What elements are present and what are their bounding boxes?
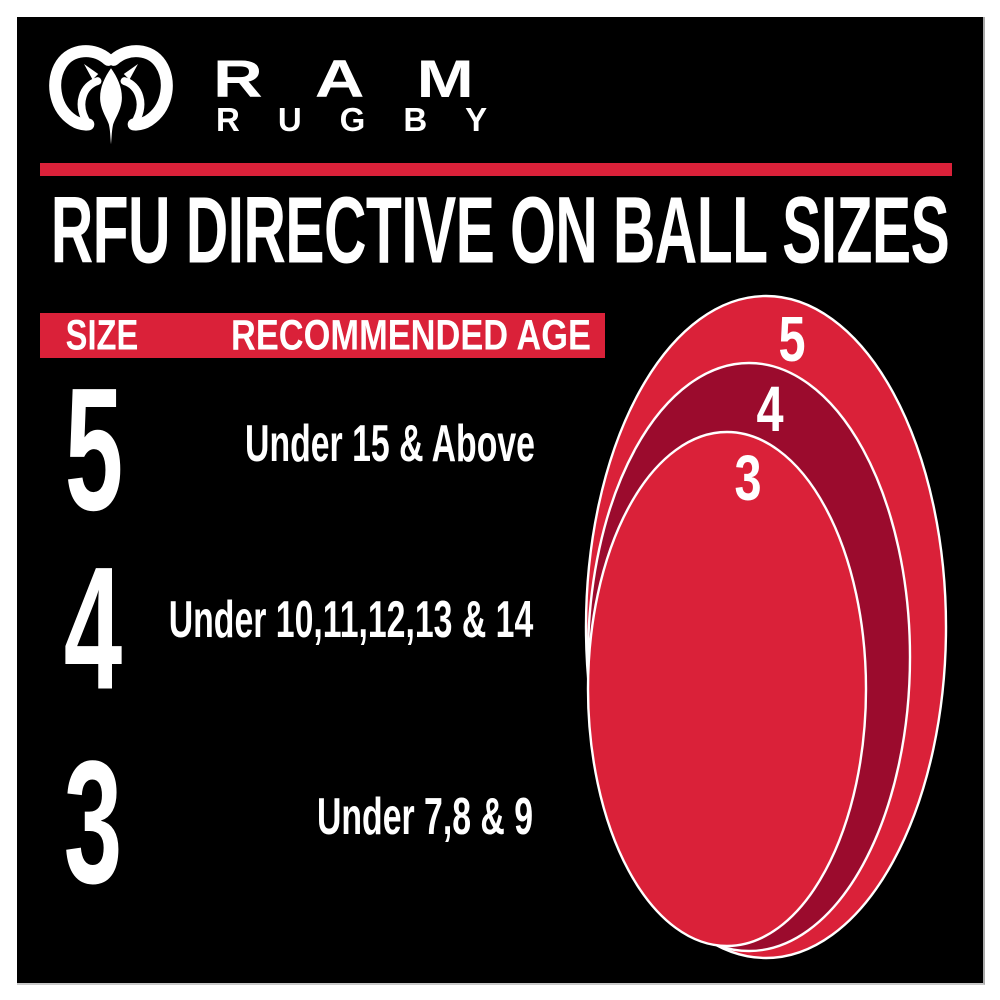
size-5-age: Under 15 & Above bbox=[245, 415, 535, 473]
ram-head-icon bbox=[49, 45, 173, 145]
page-title: RFU DIRECTIVE ON BALL SIZES bbox=[50, 177, 950, 284]
size-4-age: Under 10,11,12,13 & 14 bbox=[168, 591, 534, 649]
size-4-numeral: 4 bbox=[63, 531, 123, 727]
ball-label-4: 4 bbox=[756, 375, 783, 446]
ball-label-3: 3 bbox=[734, 444, 761, 515]
table-header-banner: SIZE RECOMMENDED AGE bbox=[40, 313, 605, 358]
ball-label-5: 5 bbox=[778, 305, 805, 376]
brand-wordmark-sub: RUGBY bbox=[216, 101, 526, 138]
ball-ellipse-3 bbox=[586, 430, 868, 948]
size-3-numeral: 3 bbox=[63, 725, 123, 921]
infographic-canvas: RAM RUGBY RFU DIRECTIVE ON BALL SIZES SI… bbox=[17, 17, 985, 985]
column-header-size: SIZE bbox=[65, 311, 139, 360]
brand-wordmark: RAM bbox=[213, 50, 526, 109]
column-header-age: RECOMMENDED AGE bbox=[231, 311, 591, 360]
size-5-numeral: 5 bbox=[64, 352, 124, 548]
ball-size-diagram: 5 4 3 bbox=[584, 294, 948, 960]
red-divider bbox=[40, 163, 952, 176]
size-3-age: Under 7,8 & 9 bbox=[316, 788, 534, 846]
